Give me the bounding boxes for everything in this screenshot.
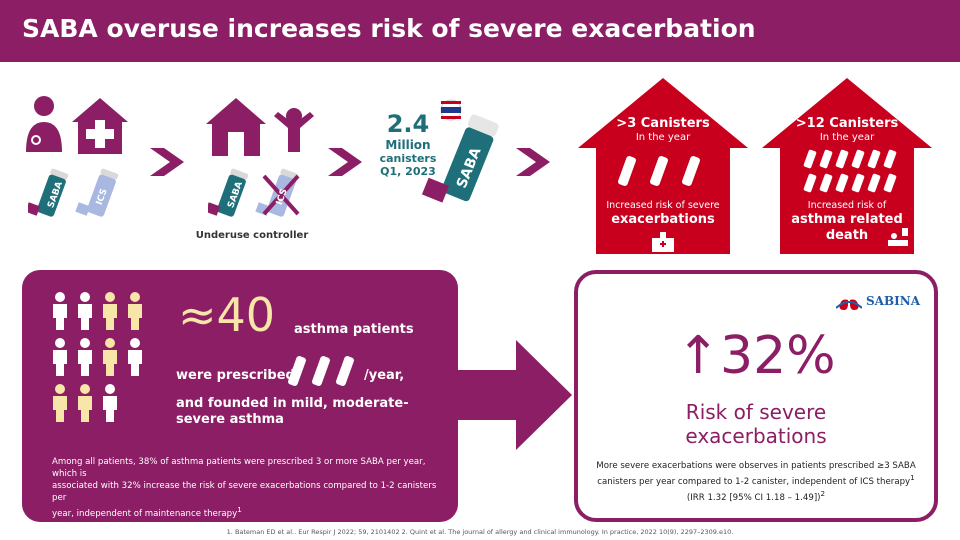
stat-unit: Million [385, 138, 431, 152]
patient-figure-icon [78, 384, 92, 422]
house2-risk-line2: asthma related [791, 212, 903, 227]
underuse-label: Underuse controller [195, 230, 309, 241]
left-note-line1: Among all patients, 38% of asthma patien… [52, 457, 426, 479]
underuse-inhalers-icon [208, 168, 300, 217]
lungs-icon [836, 290, 862, 310]
right-note-line2: canisters per year compared to 1-2 canis… [597, 476, 911, 487]
left-note-line2: associated with 32% increase the risk of… [52, 481, 437, 503]
risk-label-1: Risk of severe [685, 400, 827, 424]
sabina-panel: SABINA ↑32% Risk of severe exacerbations… [574, 270, 938, 522]
patient-figure-icon [128, 338, 142, 376]
right-note: More severe exacerbations were observes … [584, 460, 928, 504]
risk-increase-value: ↑32% [676, 326, 836, 386]
twelve-inhalers-icon [803, 149, 897, 193]
saba-big-inhaler-icon [421, 114, 499, 203]
saba-ics-inhalers-icon [28, 168, 119, 217]
house1-risk-line1: Increased risk of severe [606, 200, 720, 211]
patient-figure-icon [53, 338, 67, 376]
house2-risk-line3: death [825, 228, 869, 243]
hospital-icon [652, 232, 674, 252]
three-inhalers-icon [288, 356, 354, 386]
right-note-line1: More severe exacerbations were observes … [596, 461, 916, 471]
references: 1. Bateman ED et al.. Eur Respir J 2022;… [226, 528, 734, 536]
chevron-right-icon [328, 148, 362, 176]
left-line3: and founded in mild, moderate- [176, 396, 409, 411]
left-note-line3: year, independent of maintenance therapy [52, 508, 238, 519]
patients-figures-icon [53, 292, 142, 422]
risk-house-2: >12 Canisters In the year Increased risk… [762, 78, 932, 254]
house1-title: >3 Canisters [616, 116, 710, 131]
patient-figure-icon [128, 292, 142, 330]
chevron-right-icon [150, 148, 184, 176]
left-line4: severe asthma [176, 412, 284, 427]
right-note-sup2: 2 [820, 488, 826, 498]
patient-figure-icon [103, 338, 117, 376]
left-line1: asthma patients [294, 322, 414, 337]
patient-figure-icon [103, 292, 117, 330]
left-note-sup: 1 [237, 505, 242, 514]
stat-value: 2.4 [386, 110, 430, 138]
patient-figure-icon [103, 384, 117, 422]
stat-line2: canisters [379, 152, 437, 165]
header-bar: SABA overuse increases risk of severe ex… [0, 0, 960, 62]
canisters-stat: 2.4 Million canisters Q1, 2023 [378, 110, 438, 178]
chevron-right-icon [516, 148, 550, 176]
prevalence-panel: ≈40 asthma patients were prescribed /yea… [22, 270, 458, 522]
patient-figure-icon [78, 292, 92, 330]
thailand-flag-icon [440, 99, 462, 121]
patient-figure-icon [53, 292, 67, 330]
patient-figure-icon [78, 338, 92, 376]
house1-risk-line2: exacerbations [611, 212, 715, 227]
sabina-logo-text: SABINA [866, 294, 921, 308]
left-line2a: were prescribed [176, 368, 295, 383]
house2-sub: In the year [819, 132, 875, 143]
house2-title: >12 Canisters [795, 116, 899, 131]
right-note-line3: (IRR 1.32 [95% CI 1.18 – 1.49]) [686, 492, 821, 503]
left-line2b: /year, [364, 368, 405, 383]
risk-label-2: exacerbations [685, 424, 827, 448]
patient-figure-icon [53, 384, 67, 422]
house1-sub: In the year [635, 132, 691, 143]
house2-risk-line1: Increased risk of [807, 200, 887, 211]
arrow-right-icon [456, 340, 572, 450]
home-person-icon [206, 98, 314, 156]
page-title: SABA overuse increases risk of severe ex… [22, 14, 756, 43]
right-note-sup1: 1 [910, 473, 915, 482]
three-inhalers-icon [618, 156, 700, 186]
doctor-hospital-icon [26, 96, 128, 154]
stat-line3: Q1, 2023 [380, 165, 436, 178]
left-note: Among all patients, 38% of asthma patien… [52, 456, 452, 520]
patient-bed-icon [888, 228, 908, 246]
approx-value: ≈40 [178, 288, 276, 342]
risk-house-1: >3 Canisters In the year Increased risk … [578, 78, 748, 254]
